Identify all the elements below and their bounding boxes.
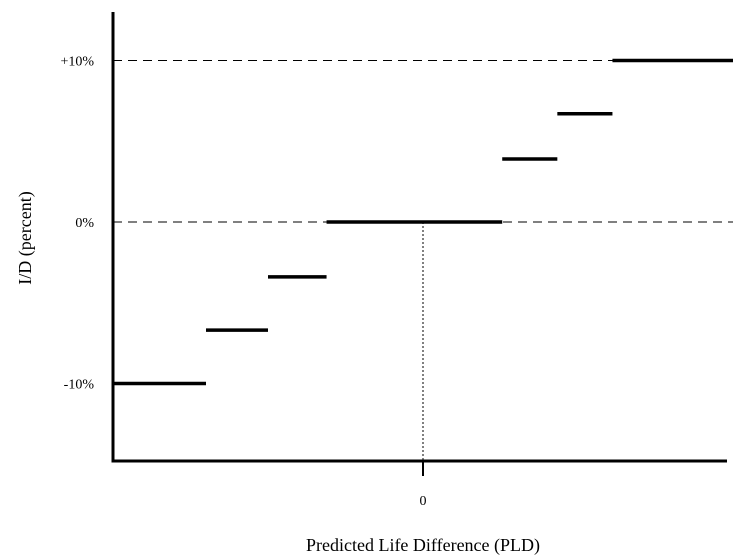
x-tick-label: 0: [420, 494, 427, 509]
y-tick-label: +10%: [60, 54, 94, 69]
x-axis-title: Predicted Life Difference (PLD): [306, 535, 540, 556]
y-tick-label: -10%: [64, 377, 95, 392]
y-axis-title: I/D (percent): [15, 191, 36, 284]
reference-lines: [113, 59, 733, 461]
y-tick-label: 0%: [75, 216, 94, 231]
axes: [111, 12, 727, 463]
step-segments: [113, 58, 733, 386]
ticks: +10% 0% -10% 0: [60, 54, 426, 509]
